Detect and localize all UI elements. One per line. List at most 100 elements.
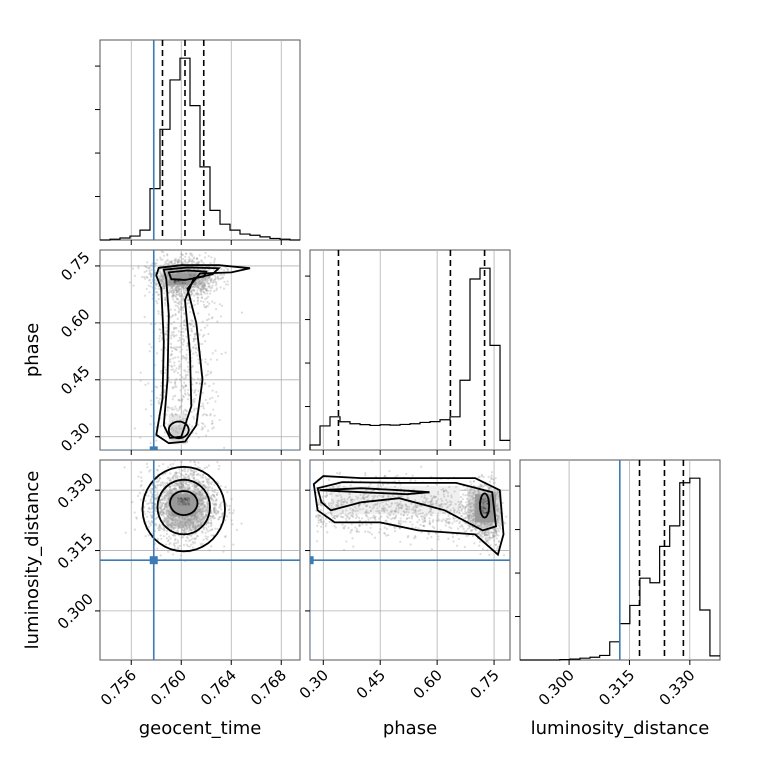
density-cell	[478, 498, 491, 515]
scatter-dot	[204, 523, 208, 527]
scatter-dot	[214, 283, 218, 287]
scatter-dot	[486, 549, 489, 552]
scatter-dot	[176, 261, 179, 264]
scatter-dot	[176, 474, 179, 478]
scatter-dot	[341, 523, 344, 526]
scatter-dot	[186, 487, 189, 490]
scatter-dot	[175, 272, 178, 276]
scatter-dot	[422, 524, 425, 528]
scatter-dot	[187, 526, 190, 529]
scatter-dot	[192, 286, 195, 289]
scatter-dot	[362, 495, 365, 498]
scatter-dot	[480, 520, 483, 523]
scatter-dot	[186, 518, 189, 522]
scatter-dot	[191, 518, 194, 521]
scatter-dot	[213, 496, 216, 499]
scatter-dot	[184, 505, 187, 508]
scatter-dot	[183, 319, 186, 322]
scatter-dot	[191, 260, 194, 263]
scatter-dot	[484, 518, 488, 521]
scatter-dot	[221, 515, 224, 518]
scatter-dot	[430, 497, 434, 500]
scatter-dot	[437, 514, 440, 517]
scatter-dot	[454, 503, 457, 506]
scatter-dot	[438, 519, 441, 522]
scatter-dot	[491, 514, 494, 517]
scatter-dot	[473, 511, 477, 514]
scatter-dot	[190, 543, 193, 546]
scatter-dot	[160, 510, 163, 513]
scatter-dot	[181, 481, 185, 484]
scatter-dot	[194, 463, 197, 466]
scatter-dot	[193, 290, 196, 293]
scatter-dot	[359, 508, 362, 511]
scatter-dot	[163, 528, 166, 531]
scatter-dot	[173, 259, 176, 262]
scatter-dot	[197, 278, 200, 281]
scatter-dot	[187, 501, 191, 504]
scatter-dot	[455, 510, 459, 514]
scatter-dot	[181, 286, 185, 289]
scatter-dot	[162, 511, 165, 514]
scatter-dot	[185, 281, 188, 285]
scatter-dot	[150, 487, 153, 491]
scatter-dot	[178, 510, 181, 513]
scatter-dot	[218, 303, 221, 306]
scatter-dot	[174, 495, 177, 498]
scatter-dot	[211, 419, 214, 423]
scatter-dot	[181, 273, 184, 277]
scatter-dot	[213, 488, 216, 492]
scatter-dot	[166, 481, 169, 484]
scatter-dot	[483, 510, 487, 513]
scatter-dot	[325, 487, 328, 490]
scatter-dot	[193, 332, 196, 336]
scatter-dot	[178, 280, 182, 283]
scatter-dot	[474, 510, 477, 513]
scatter-dot	[197, 423, 200, 426]
scatter-dot	[214, 276, 217, 279]
scatter-dot	[160, 495, 164, 498]
scatter-dot	[176, 272, 180, 275]
scatter-dot	[176, 261, 179, 264]
scatter-dot	[155, 486, 158, 490]
scatter-dot	[181, 384, 184, 387]
scatter-dot	[191, 259, 194, 262]
scatter-dot	[429, 500, 432, 503]
scatter-dot	[169, 281, 172, 284]
scatter-dot	[157, 400, 160, 403]
scatter-dot	[150, 515, 153, 518]
scatter-dot	[182, 500, 185, 503]
scatter-dot	[178, 525, 181, 528]
scatter-dot	[437, 517, 440, 520]
scatter-dot	[197, 358, 200, 361]
scatter-dot	[472, 508, 475, 511]
scatter-dot	[160, 279, 163, 282]
scatter-dot	[178, 486, 181, 489]
scatter-dot	[179, 271, 183, 274]
scatter-dot	[193, 271, 197, 275]
scatter-dot	[472, 497, 475, 500]
scatter-dot	[179, 523, 182, 527]
scatter-dot	[420, 495, 423, 498]
scatter-dot	[181, 526, 185, 529]
scatter-dot	[357, 505, 360, 508]
scatter-dot	[207, 505, 210, 508]
scatter-dot	[185, 536, 188, 539]
scatter-dot	[494, 543, 497, 547]
scatter-dot	[168, 492, 171, 495]
scatter-dot	[478, 517, 481, 520]
scatter-dot	[184, 524, 188, 527]
scatter-dot	[188, 256, 191, 259]
scatter-dot	[483, 514, 486, 517]
scatter-dot	[173, 496, 176, 499]
scatter-dot	[199, 288, 203, 291]
scatter-dot	[212, 408, 215, 411]
scatter-dot	[467, 517, 470, 520]
scatter-dot	[163, 298, 167, 301]
scatter-dot	[216, 276, 219, 279]
scatter-dot	[430, 494, 433, 498]
scatter-dot	[184, 520, 187, 523]
scatter-dot	[146, 510, 150, 513]
scatter-dot	[485, 533, 488, 536]
scatter-dot	[485, 505, 489, 508]
